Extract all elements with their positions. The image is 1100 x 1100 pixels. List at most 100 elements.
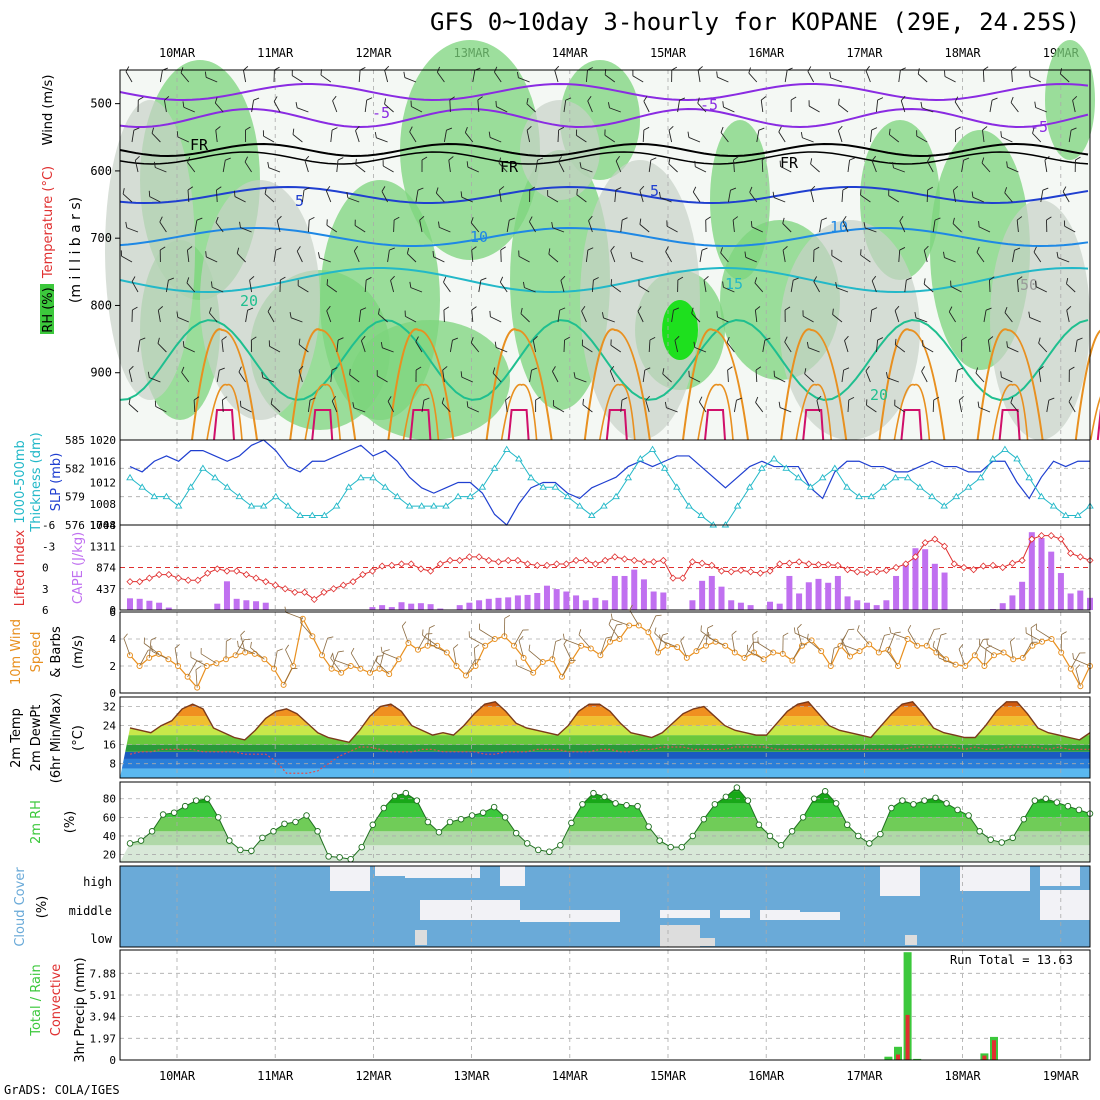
wind-barb bbox=[221, 396, 228, 413]
wind-barb bbox=[733, 397, 743, 413]
rh-fill bbox=[120, 787, 1090, 862]
wind-barb-flag bbox=[755, 306, 761, 311]
wind-barb-flag bbox=[415, 336, 419, 342]
wind-barb bbox=[773, 370, 786, 383]
temp-contour-minus10 bbox=[119, 82, 1089, 101]
wind-barb-shaft bbox=[923, 250, 928, 263]
wind-barb-shaft bbox=[355, 130, 360, 143]
wind-barb-shaft bbox=[639, 224, 650, 233]
wind-barb-flag bbox=[326, 219, 328, 226]
wind-barb bbox=[332, 95, 338, 113]
wind-barb-flag bbox=[782, 217, 785, 224]
cape-bar bbox=[650, 591, 657, 610]
wind-barb-flag bbox=[950, 280, 952, 287]
wind-barb-shaft bbox=[276, 220, 281, 233]
surface-wind-barb bbox=[926, 628, 941, 646]
wind-barb-shaft bbox=[841, 189, 844, 203]
wind-barb-flag bbox=[261, 371, 264, 378]
wind-barb bbox=[251, 97, 260, 113]
wind-barb bbox=[832, 308, 843, 323]
wind-barb-shaft bbox=[128, 370, 133, 383]
thickness-point bbox=[332, 502, 341, 509]
wind-barb bbox=[208, 307, 218, 323]
surface-wind-barb-shaft bbox=[516, 665, 534, 674]
wind-barb-flag bbox=[349, 368, 351, 375]
wind-barb-flag bbox=[153, 161, 156, 168]
wind-barb bbox=[955, 367, 964, 383]
surface-wind-barb-flag bbox=[907, 624, 912, 631]
wind-barb bbox=[297, 279, 309, 293]
wind-barb-shaft bbox=[364, 280, 367, 293]
wind-barb-flag bbox=[529, 216, 533, 222]
wind-barb bbox=[421, 397, 430, 413]
temp-contour-15 bbox=[119, 267, 1089, 294]
wind-barb-flag bbox=[760, 96, 767, 101]
wind-barb-shaft bbox=[1040, 190, 1044, 203]
wind-barb-flag bbox=[499, 276, 504, 283]
surface-wind-barb-shaft bbox=[1073, 658, 1091, 667]
wind-barb bbox=[120, 250, 133, 263]
wind-barb-shaft bbox=[1066, 283, 1076, 293]
surface-wind-barb-flag bbox=[655, 614, 662, 617]
surface-wind-barb-shaft bbox=[1075, 668, 1081, 687]
wind-barb-shaft bbox=[236, 253, 246, 263]
surface-wind-barb-flag bbox=[562, 633, 565, 640]
surface-wind-barb-shaft bbox=[1036, 629, 1052, 640]
thickness-line bbox=[129, 448, 1091, 526]
wind-barb bbox=[535, 396, 541, 413]
wind-barb bbox=[885, 372, 899, 383]
thickness-point bbox=[369, 473, 377, 481]
wind-barb-shaft bbox=[193, 399, 196, 413]
wind-barb-flag bbox=[1006, 161, 1008, 168]
wind-barb-flag bbox=[644, 367, 651, 371]
rh-tick-label: 40 bbox=[103, 830, 116, 843]
wind-barb-shaft bbox=[410, 287, 423, 293]
rh-point bbox=[347, 855, 354, 863]
wind-barb-flag bbox=[409, 281, 412, 288]
lifted-index-point bbox=[407, 560, 415, 568]
wind-barb bbox=[948, 306, 956, 323]
wind-barb-shaft bbox=[782, 223, 792, 233]
wind-barb-shaft bbox=[989, 100, 993, 113]
wind-barb bbox=[662, 368, 672, 383]
wind-barb bbox=[665, 246, 672, 263]
rh-point bbox=[259, 834, 266, 842]
wind-barb bbox=[1056, 251, 1070, 263]
wind-barb bbox=[1006, 161, 1019, 173]
temp-contour-30 bbox=[893, 383, 931, 441]
wind-barb bbox=[866, 399, 877, 413]
contour-label: 10 bbox=[470, 228, 488, 246]
date-label-bottom: 17MAR bbox=[846, 1069, 883, 1083]
wind-barb-flag bbox=[292, 128, 295, 135]
wind-barb-shaft bbox=[249, 280, 253, 293]
wind-barb-shaft bbox=[404, 77, 417, 83]
wind-barb-shaft bbox=[810, 190, 815, 203]
thickness-point bbox=[1049, 502, 1058, 509]
wind-barb-shaft bbox=[609, 370, 616, 383]
wind-barb-shaft bbox=[442, 370, 445, 383]
thickness-point bbox=[903, 473, 912, 481]
wind-barb-flag bbox=[120, 250, 122, 257]
wind-barb-shaft bbox=[760, 100, 764, 113]
wind-barb-shaft bbox=[1001, 136, 1013, 143]
wind-barb-shaft bbox=[591, 280, 594, 293]
surface-wind-barb-shaft bbox=[657, 634, 663, 653]
wind-barb-flag bbox=[975, 367, 979, 374]
wind-barb-flag bbox=[381, 186, 386, 192]
wind-barb bbox=[1066, 305, 1072, 323]
wind-barb-flag bbox=[251, 336, 257, 341]
wind-barb bbox=[838, 98, 849, 113]
rh-legend-swatch bbox=[40, 284, 54, 334]
wind-tick-label: 4 bbox=[109, 633, 116, 646]
wind-barb-shaft bbox=[498, 162, 508, 173]
wind-barb-shaft bbox=[149, 377, 161, 383]
wind-barb-shaft bbox=[122, 193, 133, 203]
thickness-point bbox=[1037, 492, 1046, 500]
cape-bar bbox=[728, 600, 735, 610]
wind-barb-flag bbox=[234, 190, 236, 197]
wind-barb bbox=[875, 337, 884, 353]
surface-wind-barb-flag bbox=[143, 637, 146, 644]
temp-contour-25 bbox=[485, 328, 553, 441]
wind-barb-flag bbox=[804, 368, 807, 375]
cape-bar bbox=[834, 575, 841, 610]
